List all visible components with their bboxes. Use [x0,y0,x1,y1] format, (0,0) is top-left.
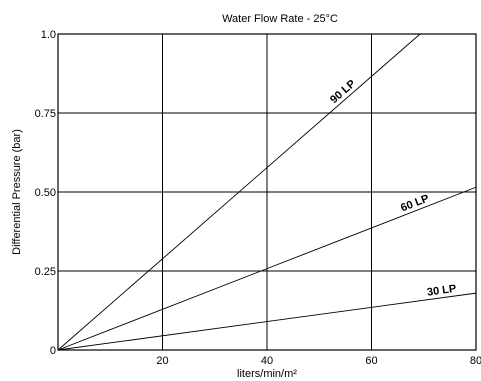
x-tick-label: 20 [156,355,168,367]
y-tick-label: 0.75 [35,108,56,120]
y-axis-label: Differential Pressure (bar) [11,129,23,255]
grid [58,34,476,350]
series-line [57,292,477,351]
series-label: 30 LP [426,283,457,299]
chart-title: Water Flow Rate - 25°C [222,13,338,25]
series-line [57,33,421,351]
y-tick-labels: 0 0.25 0.50 0.75 1.0 [35,29,56,357]
y-tick-label: 0.25 [35,266,56,278]
series-lines [57,33,477,351]
x-tick-label: 80 [470,355,481,367]
x-tick-labels: 20 40 60 80 [156,355,481,367]
x-axis-label: liters/min/m² [237,368,297,380]
plot-frame [57,33,477,351]
y-tick-label: 1.0 [41,29,56,41]
y-tick-label: 0.50 [35,187,56,199]
x-tick-label: 40 [261,355,273,367]
x-tick-label: 60 [365,355,377,367]
series-line [57,186,477,351]
y-tick-label: 0 [50,345,56,357]
